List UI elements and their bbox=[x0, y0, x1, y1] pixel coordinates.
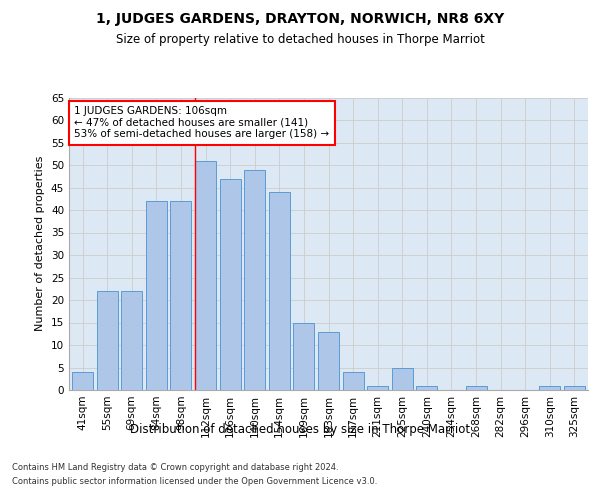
Text: Size of property relative to detached houses in Thorpe Marriot: Size of property relative to detached ho… bbox=[116, 32, 484, 46]
Bar bbox=[244, 170, 265, 390]
Text: Distribution of detached houses by size in Thorpe Marriot: Distribution of detached houses by size … bbox=[130, 422, 470, 436]
Bar bbox=[564, 386, 585, 390]
Text: 1, JUDGES GARDENS, DRAYTON, NORWICH, NR8 6XY: 1, JUDGES GARDENS, DRAYTON, NORWICH, NR8… bbox=[96, 12, 504, 26]
Text: Contains HM Land Registry data © Crown copyright and database right 2024.: Contains HM Land Registry data © Crown c… bbox=[12, 462, 338, 471]
Bar bbox=[392, 368, 413, 390]
Bar bbox=[72, 372, 93, 390]
Y-axis label: Number of detached properties: Number of detached properties bbox=[35, 156, 46, 332]
Bar bbox=[343, 372, 364, 390]
Bar bbox=[195, 160, 216, 390]
Bar bbox=[539, 386, 560, 390]
Bar bbox=[318, 332, 339, 390]
Text: Contains public sector information licensed under the Open Government Licence v3: Contains public sector information licen… bbox=[12, 478, 377, 486]
Bar bbox=[466, 386, 487, 390]
Bar bbox=[416, 386, 437, 390]
Bar bbox=[146, 201, 167, 390]
Bar bbox=[170, 201, 191, 390]
Bar bbox=[269, 192, 290, 390]
Text: 1 JUDGES GARDENS: 106sqm
← 47% of detached houses are smaller (141)
53% of semi-: 1 JUDGES GARDENS: 106sqm ← 47% of detach… bbox=[74, 106, 329, 140]
Bar bbox=[97, 291, 118, 390]
Bar bbox=[121, 291, 142, 390]
Bar bbox=[293, 322, 314, 390]
Bar bbox=[220, 178, 241, 390]
Bar bbox=[367, 386, 388, 390]
